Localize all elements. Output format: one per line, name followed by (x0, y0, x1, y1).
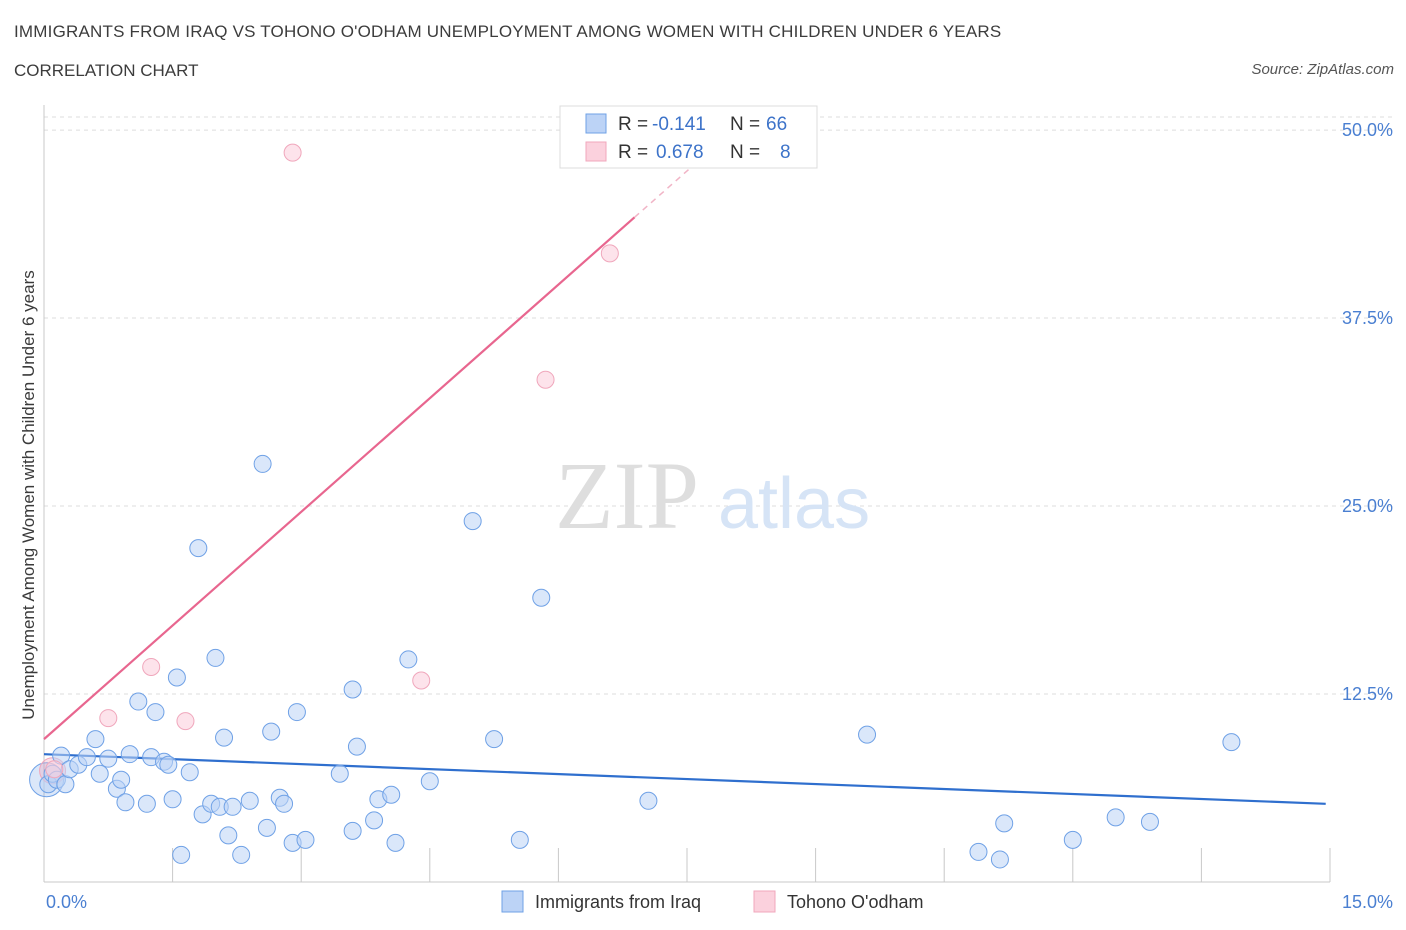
legend-n-label-1: N = (730, 114, 760, 135)
point-iraq (365, 811, 384, 830)
point-tohono (176, 712, 195, 731)
gridlines (44, 116, 1395, 695)
point-iraq (257, 818, 276, 837)
chart-subtitle: CORRELATION CHART (14, 61, 199, 80)
point-iraq (240, 791, 259, 810)
axes (43, 105, 1331, 883)
point-tohono (142, 657, 161, 676)
point-iraq (189, 539, 208, 558)
point-iraq (112, 770, 131, 789)
legend-swatch-iraq (585, 113, 607, 134)
watermark-zip: ZIP (555, 442, 699, 549)
point-iraq (180, 763, 199, 782)
point-iraq (215, 728, 234, 747)
watermark-atlas: atlas (718, 464, 870, 544)
legend-n-value-1: 66 (766, 114, 787, 135)
legend-r-label-1: R = (618, 114, 648, 135)
watermark: ZIP atlas (555, 442, 870, 549)
legend-n-label-2: N = (730, 142, 760, 163)
point-iraq (463, 512, 482, 531)
point-tohono (412, 671, 431, 690)
point-iraq (969, 842, 988, 861)
series-label-tohono: Tohono O'odham (787, 892, 924, 912)
point-iraq (262, 722, 281, 741)
trend-line-tohono (43, 216, 636, 740)
point-tohono (536, 370, 555, 389)
series-legend: Immigrants from Iraq Tohono O'odham (501, 890, 924, 913)
trend-line-iraq (43, 753, 1326, 805)
legend-r-value-1: -0.141 (652, 114, 706, 135)
y-tick-label: 50.0% (1342, 120, 1393, 140)
point-iraq (99, 749, 118, 768)
point-iraq (1140, 812, 1159, 831)
point-iraq (995, 814, 1014, 833)
correlation-legend: R = -0.141 N = 66 R = 0.678 N = 8 (559, 105, 818, 169)
point-iraq (485, 730, 504, 749)
point-iraq (330, 764, 349, 783)
point-iraq (129, 692, 148, 711)
trend-lines (43, 132, 1326, 805)
chart-title: IMMIGRANTS FROM IRAQ VS TOHONO O'ODHAM U… (14, 22, 1002, 41)
data-points (29, 143, 1241, 869)
tick-labels: 12.5% 25.0% 37.5% 50.0% 0.0% 15.0% (46, 120, 1393, 912)
y-axis-label: Unemployment Among Women with Children U… (19, 270, 38, 719)
series-label-iraq: Immigrants from Iraq (535, 892, 701, 912)
x-tick-label: 0.0% (46, 892, 87, 912)
point-iraq (532, 588, 551, 607)
point-iraq (223, 797, 242, 816)
point-iraq (420, 772, 439, 791)
point-iraq (399, 650, 418, 669)
point-iraq (219, 826, 238, 845)
point-iraq (858, 725, 877, 744)
point-iraq (159, 755, 178, 774)
y-tick-label: 37.5% (1342, 308, 1393, 328)
point-iraq (137, 794, 156, 813)
point-iraq (232, 845, 251, 864)
point-iraq (343, 821, 362, 840)
point-iraq (90, 764, 109, 783)
x-tick-label: 15.0% (1342, 892, 1393, 912)
legend-r-label-2: R = (618, 142, 648, 163)
point-tohono (99, 709, 118, 728)
legend-r-value-2: 0.678 (656, 142, 704, 163)
point-iraq (386, 833, 405, 852)
point-iraq (296, 830, 315, 849)
point-iraq (990, 850, 1009, 869)
legend-swatch-tohono (585, 141, 607, 162)
point-tohono (600, 244, 619, 263)
point-iraq (343, 680, 362, 699)
point-iraq (172, 845, 191, 864)
point-iraq (1222, 733, 1241, 752)
point-iraq (56, 775, 75, 794)
point-iraq (163, 790, 182, 809)
point-iraq (510, 830, 529, 849)
point-iraq (347, 737, 366, 756)
y-tick-label: 25.0% (1342, 496, 1393, 516)
point-iraq (253, 454, 272, 473)
point-iraq (382, 785, 401, 804)
series-swatch-tohono (753, 890, 776, 913)
point-iraq (206, 648, 225, 667)
point-iraq (639, 791, 658, 810)
point-iraq (167, 668, 186, 687)
y-tick-label: 12.5% (1342, 684, 1393, 704)
point-tohono (45, 760, 64, 779)
point-iraq (86, 730, 105, 749)
point-iraq (116, 793, 135, 812)
point-iraq (287, 703, 306, 722)
point-iraq (1063, 830, 1082, 849)
legend-n-value-2: 8 (780, 142, 791, 163)
point-iraq (77, 748, 96, 767)
source-label: Source: ZipAtlas.com (1251, 61, 1394, 78)
point-iraq (146, 703, 165, 722)
point-iraq (1106, 808, 1125, 827)
series-swatch-iraq (501, 890, 524, 913)
point-iraq (120, 745, 139, 764)
point-iraq (275, 794, 294, 813)
point-tohono (283, 143, 302, 162)
